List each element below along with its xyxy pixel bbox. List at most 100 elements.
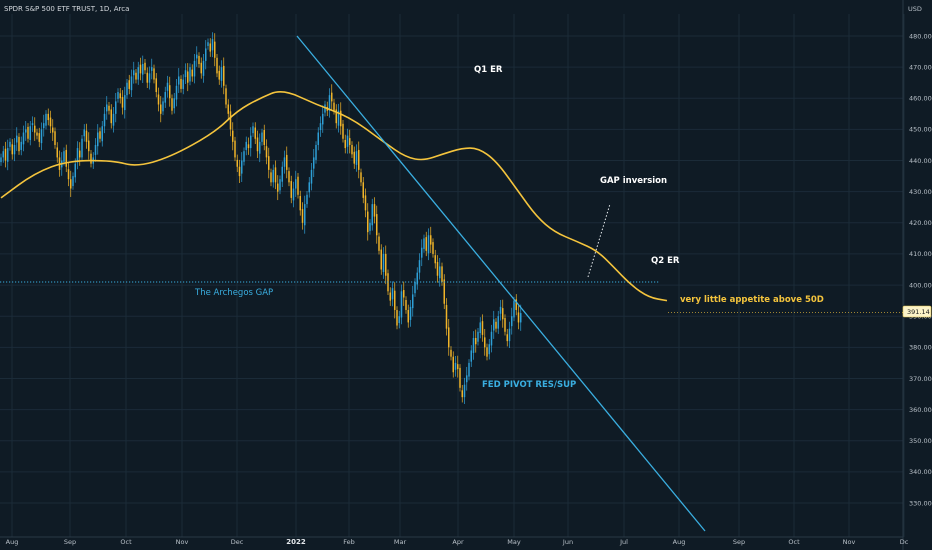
- candle: [499, 300, 502, 321]
- candle: [461, 385, 463, 403]
- y-tick-label: 360.00: [909, 406, 932, 414]
- candle: [454, 356, 457, 377]
- candle: [367, 203, 369, 241]
- candle: [169, 76, 171, 107]
- candle: [16, 127, 18, 151]
- candle: [425, 231, 427, 257]
- candle: [124, 86, 126, 119]
- y-tick-label: 330.00: [909, 499, 932, 507]
- candle: [211, 32, 214, 58]
- candle: [265, 139, 268, 165]
- candle: [468, 359, 470, 381]
- candle: [52, 119, 54, 141]
- y-tick-label: 440.00: [909, 157, 932, 165]
- candle: [115, 92, 117, 123]
- candle: [373, 197, 376, 224]
- last-price-tag: 391.14: [902, 305, 932, 318]
- candle: [254, 122, 256, 145]
- candle: [256, 130, 259, 159]
- candle: [209, 38, 211, 57]
- candle: [513, 296, 515, 322]
- candle: [407, 304, 409, 328]
- candle: [106, 96, 108, 120]
- candle: [450, 346, 452, 361]
- candle: [49, 110, 52, 134]
- x-tick-label: Jul: [619, 538, 628, 546]
- candle: [272, 164, 274, 188]
- candle: [439, 257, 441, 287]
- candle: [40, 122, 43, 150]
- candle: [238, 159, 241, 183]
- candle: [394, 282, 396, 319]
- y-tick-label: 420.00: [909, 219, 932, 227]
- candle: [277, 175, 279, 201]
- candle: [466, 366, 468, 391]
- candle: [349, 129, 351, 154]
- candle: [232, 122, 234, 151]
- candle: [418, 253, 421, 280]
- candle: [304, 195, 306, 234]
- candle: [259, 133, 261, 163]
- candle: [171, 94, 173, 115]
- candle: [520, 304, 522, 331]
- candle: [369, 219, 371, 235]
- y-tick-label: 410.00: [909, 250, 932, 258]
- candle: [180, 75, 182, 93]
- candle: [121, 90, 124, 115]
- candle: [250, 127, 252, 157]
- candle: [443, 274, 445, 310]
- candle: [252, 122, 254, 137]
- candle: [200, 57, 202, 79]
- candle: [288, 167, 290, 187]
- candle: [493, 310, 495, 339]
- candle: [110, 104, 112, 129]
- candle: [218, 65, 220, 85]
- candlestick-series[interactable]: [0, 32, 522, 404]
- candle: [472, 331, 475, 360]
- candle: [517, 305, 520, 330]
- candle: [18, 133, 20, 155]
- candle: [360, 168, 362, 187]
- candle: [2, 145, 4, 163]
- candle: [436, 255, 439, 283]
- candle: [313, 149, 315, 178]
- candle: [36, 128, 38, 140]
- candle: [142, 55, 144, 84]
- candle: [76, 141, 79, 170]
- candle: [290, 175, 292, 204]
- candle: [432, 238, 434, 258]
- candle: [31, 116, 34, 132]
- candle: [216, 54, 218, 78]
- candle: [97, 124, 99, 155]
- candle: [7, 139, 9, 171]
- candle: [133, 61, 135, 84]
- y-tick-label: 380.00: [909, 344, 932, 352]
- x-tick-label: Aug: [673, 538, 686, 546]
- candle: [148, 66, 151, 90]
- candle: [261, 128, 263, 146]
- candle: [412, 286, 414, 317]
- gap-inversion-arrow: [587, 203, 611, 278]
- candle: [355, 144, 358, 172]
- candle: [227, 99, 229, 120]
- candle: [315, 141, 317, 164]
- candle: [452, 351, 454, 378]
- x-tick-label: Feb: [343, 538, 355, 546]
- candle: [236, 154, 238, 173]
- candle: [344, 134, 346, 154]
- candle: [135, 69, 137, 84]
- candle: [434, 249, 436, 269]
- candle: [74, 158, 76, 183]
- candle: [205, 40, 207, 70]
- candle: [459, 364, 461, 392]
- candle: [504, 314, 506, 336]
- currency-label: USD: [908, 5, 922, 13]
- candle: [151, 58, 153, 80]
- x-tick-label: Oct: [120, 538, 132, 546]
- x-tick-label: May: [507, 538, 521, 546]
- candle: [358, 141, 360, 179]
- time-axis[interactable]: Aug Sep Oct Nov Dec 2022 Feb Mar Apr May Jun Jul Aug…: [6, 538, 909, 546]
- candle: [189, 63, 191, 86]
